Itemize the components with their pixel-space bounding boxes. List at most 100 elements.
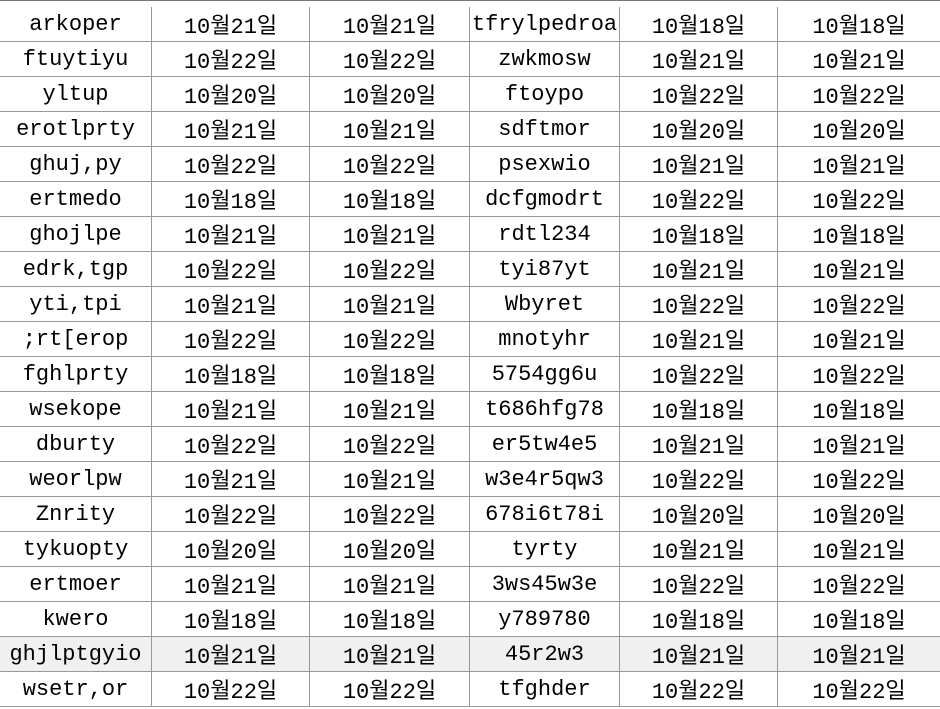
cell[interactable]: 10월22일 [310, 497, 470, 532]
cell[interactable]: 678i6t78i [470, 497, 620, 532]
cell[interactable]: t686hfg78 [470, 392, 620, 427]
cell[interactable]: 10월21일 [620, 42, 778, 77]
cell[interactable]: 10월22일 [152, 427, 310, 462]
cell[interactable]: ghjlptgyio [0, 637, 152, 672]
cell[interactable]: 10월21일 [310, 567, 470, 602]
cell[interactable]: 10월21일 [620, 532, 778, 567]
cell[interactable]: dburty [0, 427, 152, 462]
cell[interactable]: 10월22일 [620, 357, 778, 392]
cell[interactable]: 5754gg6u [470, 357, 620, 392]
cell[interactable]: 10월21일 [620, 147, 778, 182]
cell[interactable]: 10월22일 [778, 567, 940, 602]
cell[interactable]: 10월22일 [152, 42, 310, 77]
cell[interactable]: 10월22일 [310, 147, 470, 182]
cell[interactable]: weorlpw [0, 462, 152, 497]
cell[interactable]: 45r2w3 [470, 637, 620, 672]
cell[interactable]: 10월22일 [620, 672, 778, 707]
cell[interactable]: 10월20일 [310, 532, 470, 567]
cell[interactable]: 10월21일 [152, 217, 310, 252]
cell[interactable]: 10월20일 [310, 77, 470, 112]
cell[interactable]: 10월21일 [778, 532, 940, 567]
cell[interactable]: 10월21일 [778, 427, 940, 462]
cell[interactable]: w3e4r5qw3 [470, 462, 620, 497]
cell[interactable]: 10월20일 [620, 497, 778, 532]
cell[interactable]: 10월22일 [152, 497, 310, 532]
cell[interactable]: 10월22일 [152, 147, 310, 182]
cell[interactable]: 10월21일 [152, 287, 310, 322]
cell[interactable]: sdftmor [470, 112, 620, 147]
cell[interactable]: 10월21일 [778, 637, 940, 672]
cell[interactable]: Znrity [0, 497, 152, 532]
cell[interactable]: 10월18일 [778, 217, 940, 252]
cell[interactable]: 10월21일 [310, 7, 470, 42]
cell[interactable]: ghojlpe [0, 217, 152, 252]
cell[interactable]: kwero [0, 602, 152, 637]
cell[interactable]: 10월20일 [620, 112, 778, 147]
cell[interactable]: 10월20일 [778, 112, 940, 147]
cell[interactable]: zwkmosw [470, 42, 620, 77]
cell[interactable]: ftuytiyu [0, 42, 152, 77]
cell[interactable]: 10월21일 [620, 637, 778, 672]
cell[interactable]: 10월21일 [310, 112, 470, 147]
cell[interactable]: 10월22일 [152, 672, 310, 707]
cell[interactable]: 10월18일 [152, 602, 310, 637]
cell[interactable]: yltup [0, 77, 152, 112]
cell[interactable]: 10월21일 [152, 392, 310, 427]
cell[interactable]: 10월21일 [778, 252, 940, 287]
cell[interactable]: y789780 [470, 602, 620, 637]
cell[interactable]: yti,tpi [0, 287, 152, 322]
cell[interactable]: 10월18일 [778, 7, 940, 42]
cell[interactable]: 10월22일 [310, 252, 470, 287]
cell[interactable]: 10월18일 [152, 357, 310, 392]
cell[interactable]: 10월20일 [152, 532, 310, 567]
cell[interactable]: ghuj,py [0, 147, 152, 182]
cell[interactable]: 10월22일 [620, 567, 778, 602]
cell[interactable]: 10월18일 [620, 217, 778, 252]
cell[interactable]: 10월22일 [778, 672, 940, 707]
cell[interactable]: 10월22일 [152, 252, 310, 287]
cell[interactable]: wsetr,or [0, 672, 152, 707]
cell[interactable]: 10월22일 [778, 287, 940, 322]
cell[interactable]: fghlprty [0, 357, 152, 392]
cell[interactable]: tykuopty [0, 532, 152, 567]
cell[interactable]: rdtl234 [470, 217, 620, 252]
cell[interactable]: 10월21일 [310, 217, 470, 252]
cell[interactable]: tfrylpedroa [470, 7, 620, 42]
cell[interactable]: 10월21일 [620, 252, 778, 287]
cell[interactable]: 10월18일 [310, 602, 470, 637]
cell[interactable]: dcfgmodrt [470, 182, 620, 217]
cell[interactable]: 10월22일 [620, 182, 778, 217]
cell[interactable]: 10월22일 [778, 77, 940, 112]
cell[interactable]: ertmedo [0, 182, 152, 217]
cell[interactable]: 10월21일 [310, 287, 470, 322]
cell[interactable]: Wbyret [470, 287, 620, 322]
cell[interactable]: er5tw4e5 [470, 427, 620, 462]
cell[interactable]: 10월22일 [152, 322, 310, 357]
cell[interactable]: 10월22일 [310, 672, 470, 707]
cell[interactable]: 10월21일 [620, 427, 778, 462]
cell[interactable]: 10월21일 [778, 42, 940, 77]
cell[interactable]: 10월21일 [152, 112, 310, 147]
cell[interactable]: 10월22일 [778, 182, 940, 217]
cell[interactable]: 10월18일 [778, 392, 940, 427]
cell[interactable]: 10월18일 [310, 182, 470, 217]
cell[interactable]: 3ws45w3e [470, 567, 620, 602]
cell[interactable]: 10월18일 [310, 357, 470, 392]
cell[interactable]: 10월18일 [152, 182, 310, 217]
cell[interactable]: 10월18일 [620, 7, 778, 42]
cell[interactable]: 10월21일 [310, 637, 470, 672]
cell[interactable]: tyi87yt [470, 252, 620, 287]
cell[interactable]: 10월22일 [310, 42, 470, 77]
cell[interactable]: edrk,tgp [0, 252, 152, 287]
cell[interactable]: 10월21일 [152, 567, 310, 602]
cell[interactable]: tfghder [470, 672, 620, 707]
cell[interactable]: 10월18일 [778, 602, 940, 637]
cell[interactable]: 10월22일 [310, 322, 470, 357]
cell[interactable]: 10월22일 [620, 462, 778, 497]
cell[interactable]: 10월21일 [620, 322, 778, 357]
cell[interactable]: arkoper [0, 7, 152, 42]
cell[interactable]: wsekope [0, 392, 152, 427]
cell[interactable]: 10월21일 [778, 322, 940, 357]
cell[interactable]: psexwio [470, 147, 620, 182]
cell[interactable]: 10월22일 [778, 462, 940, 497]
